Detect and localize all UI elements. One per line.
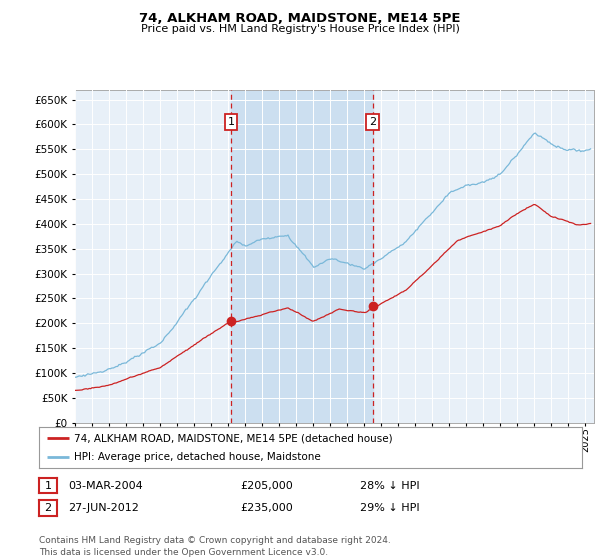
Text: £235,000: £235,000 <box>240 503 293 513</box>
Text: 1: 1 <box>227 117 235 127</box>
Text: HPI: Average price, detached house, Maidstone: HPI: Average price, detached house, Maid… <box>74 452 321 461</box>
Text: 29% ↓ HPI: 29% ↓ HPI <box>360 503 419 513</box>
Text: Contains HM Land Registry data © Crown copyright and database right 2024.
This d: Contains HM Land Registry data © Crown c… <box>39 536 391 557</box>
Bar <box>231 90 373 423</box>
Text: 03-MAR-2004: 03-MAR-2004 <box>68 480 143 491</box>
Text: Price paid vs. HM Land Registry's House Price Index (HPI): Price paid vs. HM Land Registry's House … <box>140 24 460 34</box>
Text: 1: 1 <box>44 480 52 491</box>
Text: 2: 2 <box>44 503 52 513</box>
Text: 74, ALKHAM ROAD, MAIDSTONE, ME14 5PE (detached house): 74, ALKHAM ROAD, MAIDSTONE, ME14 5PE (de… <box>74 433 393 443</box>
Text: £205,000: £205,000 <box>240 480 293 491</box>
Text: 27-JUN-2012: 27-JUN-2012 <box>68 503 139 513</box>
Text: 28% ↓ HPI: 28% ↓ HPI <box>360 480 419 491</box>
Text: 74, ALKHAM ROAD, MAIDSTONE, ME14 5PE: 74, ALKHAM ROAD, MAIDSTONE, ME14 5PE <box>139 12 461 25</box>
Text: 2: 2 <box>369 117 376 127</box>
